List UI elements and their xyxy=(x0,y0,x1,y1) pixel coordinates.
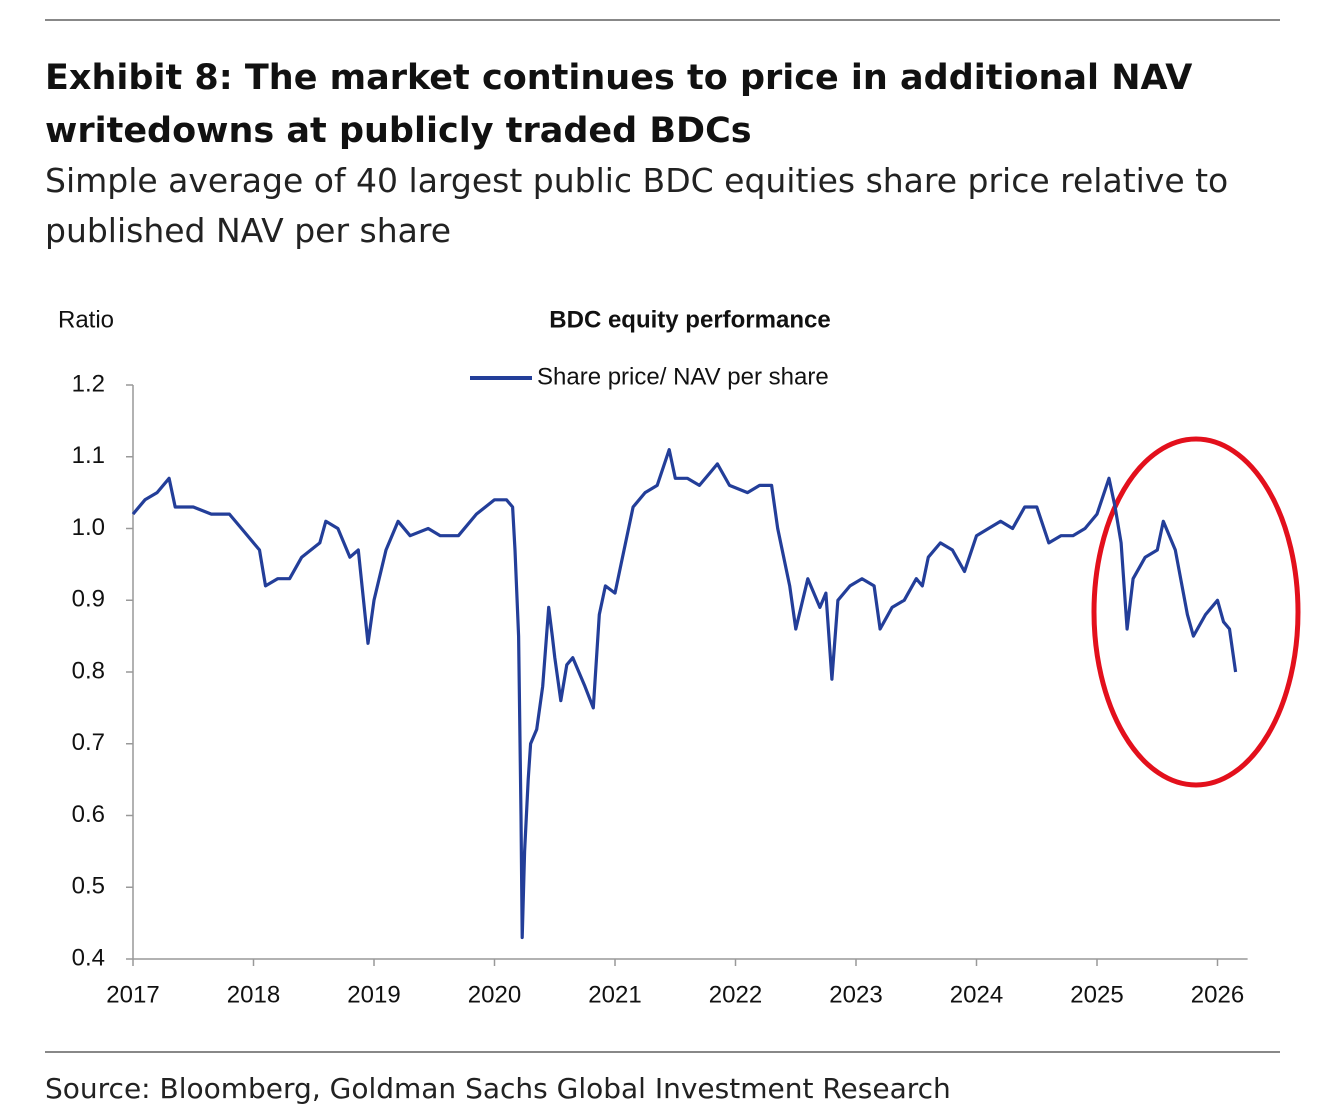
x-tick-label: 2022 xyxy=(709,981,762,1008)
y-tick-label: 1.0 xyxy=(72,514,105,541)
title: Exhibit 8: The market continues to price… xyxy=(45,58,1193,151)
x-tick-label: 2018 xyxy=(227,981,280,1008)
legend-label: Share price/ NAV per share xyxy=(537,363,829,390)
y-tick-label: 0.9 xyxy=(72,586,105,613)
x-tick-label: 2019 xyxy=(347,981,400,1008)
y-tick-label: 0.5 xyxy=(72,873,105,900)
y-tick-label: 1.2 xyxy=(72,370,105,397)
y-tick-label: 1.1 xyxy=(72,442,105,469)
chart: Ratio BDC equity performance 0.4 0.5 0.6 0.… xyxy=(58,306,1301,1008)
x-tick-label: 2026 xyxy=(1191,981,1244,1008)
data-line xyxy=(131,448,1238,940)
x-tick-label: 2020 xyxy=(468,981,521,1008)
y-tick-label: 0.4 xyxy=(72,944,105,971)
chart-title: BDC equity performance xyxy=(549,306,830,333)
source: Source: Bloomberg, Goldman Sachs Global … xyxy=(45,1072,951,1105)
x-tick-label: 2024 xyxy=(950,981,1003,1008)
x-tick-label: 2017 xyxy=(106,981,159,1008)
y-axis-label: Ratio xyxy=(58,306,114,333)
x-tick-label: 2021 xyxy=(588,981,641,1008)
top-rule xyxy=(45,19,1280,21)
highlight-ellipse xyxy=(1091,436,1301,788)
x-tick-label: 2023 xyxy=(829,981,882,1008)
y-tick-label: 0.6 xyxy=(72,801,105,828)
x-tick-label: 2025 xyxy=(1070,981,1123,1008)
y-tick-label: 0.8 xyxy=(72,657,105,684)
y-tick-label: 0.7 xyxy=(72,729,105,756)
bottom-rule xyxy=(45,1051,1280,1053)
subtitle: Simple average of 40 largest public BDC … xyxy=(45,161,1229,250)
